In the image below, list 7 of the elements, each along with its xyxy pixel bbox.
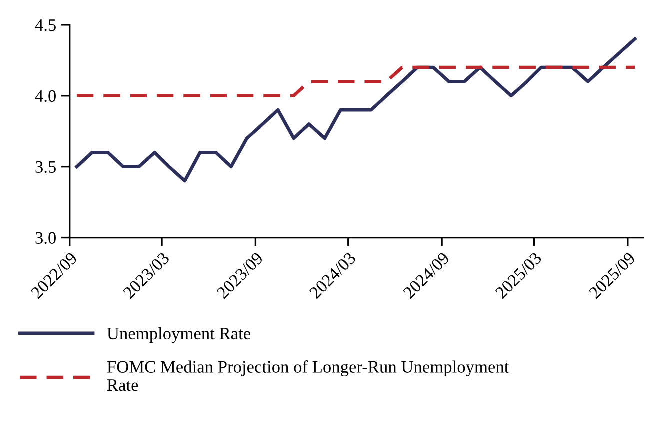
y-tick-label: 3.5 (36, 161, 56, 174)
line-series (75, 37, 637, 183)
y-tick-label: 4.0 (35, 90, 56, 102)
y-tick-label: 3.0 (36, 232, 56, 244)
legend-label: FOMC Median Projection of Longer-Run Unemployment Rate (107, 360, 510, 392)
legend-label: Unemployment Rate (107, 327, 250, 344)
y-tick-label: 4.5 (35, 20, 56, 32)
